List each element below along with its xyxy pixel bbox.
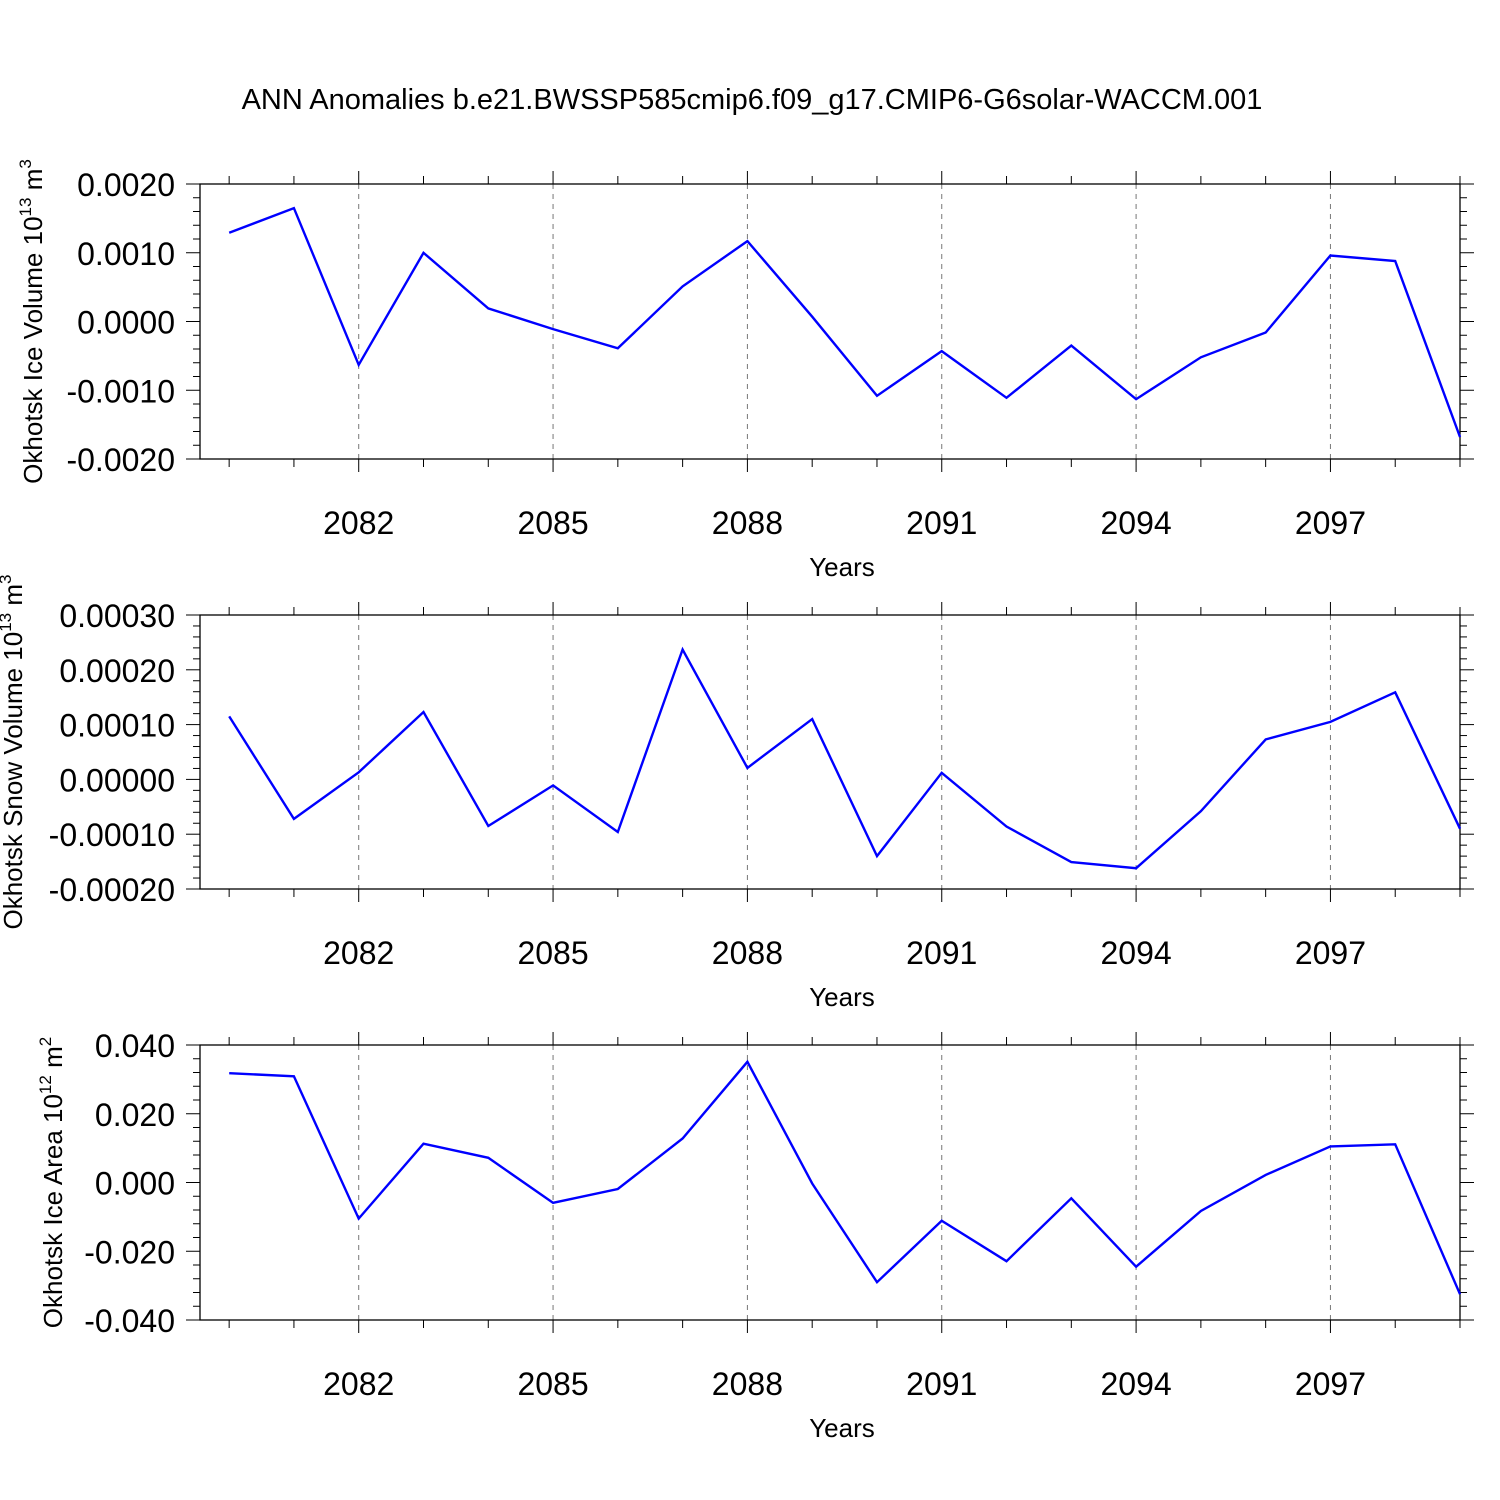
x-axis-label: Years — [809, 552, 875, 582]
plot-frame — [199, 183, 1461, 460]
series-line — [229, 1059, 1462, 1295]
x-tick-label: 2094 — [1100, 1366, 1171, 1402]
y-tick-label: -0.00010 — [49, 817, 175, 853]
y-tick-label: -0.0020 — [66, 442, 175, 478]
y-tick-label: -0.0010 — [66, 373, 175, 409]
plot-frame — [199, 614, 1461, 890]
y-axis-label: Okhotsk Ice Volume 1013 m3 — [16, 159, 48, 484]
series-line — [228, 646, 1462, 870]
y-tick-label: 0.00000 — [59, 762, 175, 798]
y-tick-label: 0.00030 — [59, 598, 175, 634]
panel-ice-area: 2082 2085 2088 2091 2094 2097 Years -0.040 -0.02… — [36, 1028, 1474, 1443]
x-tick-label: 2094 — [1100, 505, 1171, 541]
y-tick-label: 0.00020 — [59, 653, 175, 689]
x-tick-label: 2088 — [712, 935, 783, 971]
y-tick-label: 0.00010 — [59, 708, 175, 744]
y-tick-label: 0.000 — [95, 1166, 175, 1202]
x-tick-label: 2094 — [1100, 935, 1171, 971]
y-tick-label: 0.0020 — [77, 167, 175, 203]
y-tick-label: 0.0010 — [77, 236, 175, 272]
x-axis-label: Years — [809, 982, 875, 1012]
series-line — [228, 206, 1462, 438]
x-tick-label: 2082 — [323, 1366, 394, 1402]
x-tick-label: 2088 — [712, 1366, 783, 1402]
x-tick-label: 2091 — [906, 1366, 977, 1402]
x-tick-label: 2082 — [323, 505, 394, 541]
x-tick-label: 2091 — [906, 505, 977, 541]
x-tick-label: 2091 — [906, 935, 977, 971]
x-tick-label: 2085 — [517, 1366, 588, 1402]
y-tick-label: 0.040 — [95, 1028, 175, 1064]
y-tick-label: 0.020 — [95, 1097, 175, 1133]
y-axis-label: Okhotsk Snow Volume 1013 m3 — [0, 575, 28, 930]
y-tick-label: -0.040 — [84, 1303, 175, 1339]
panel-snow-volume: 2082 2085 2088 2091 2094 2097 Years -0.00020 -0.… — [0, 575, 1474, 1012]
y-tick-label: -0.00020 — [49, 872, 175, 908]
y-axis-label: Okhotsk Ice Area 1012 m2 — [36, 1037, 68, 1328]
x-tick-label: 2097 — [1295, 1366, 1366, 1402]
x-axis-label: Years — [809, 1413, 875, 1443]
x-tick-label: 2097 — [1295, 505, 1366, 541]
panel-ice-volume: 2082 2085 2088 2091 2094 2097 Years -0.0020 -0.0… — [16, 159, 1474, 582]
x-tick-label: 2097 — [1295, 935, 1366, 971]
x-tick-label: 2082 — [323, 935, 394, 971]
y-tick-label: -0.020 — [84, 1234, 175, 1270]
x-tick-label: 2085 — [517, 935, 588, 971]
x-tick-label: 2088 — [712, 505, 783, 541]
x-tick-label: 2085 — [517, 505, 588, 541]
figure-title: ANN Anomalies b.e21.BWSSP585cmip6.f09_g1… — [242, 84, 1263, 116]
y-tick-label: 0.0000 — [77, 305, 175, 341]
